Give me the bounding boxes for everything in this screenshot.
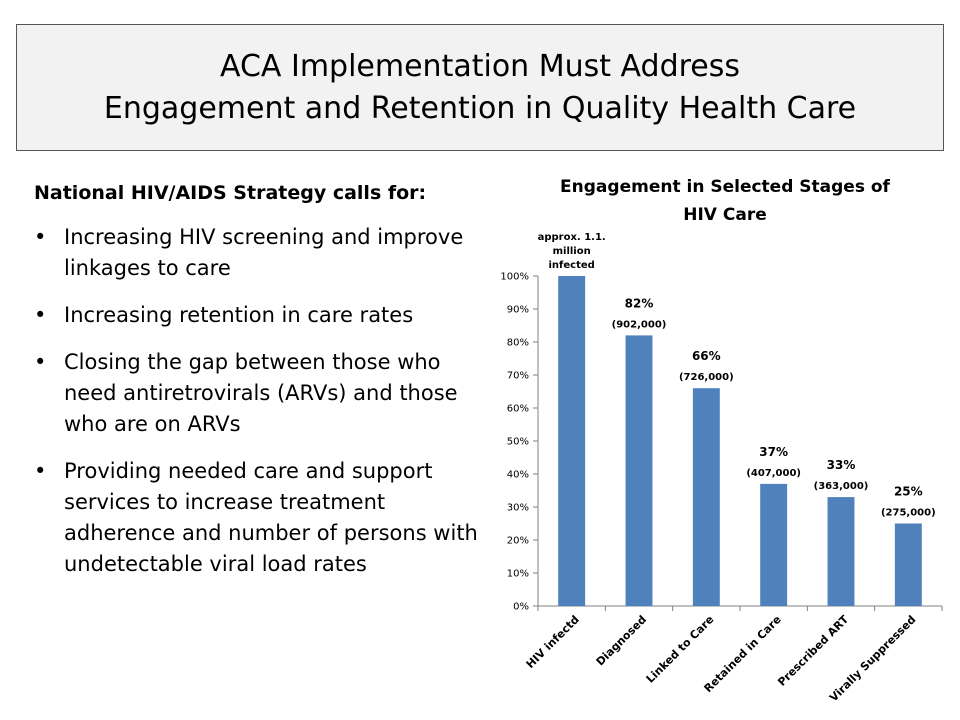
y-tick-label: 80% (507, 338, 529, 349)
y-tick-label: 20% (507, 536, 529, 547)
strategy-bullet-text: Increasing retention in care rates (64, 303, 414, 327)
x-category-label: HIV infectd (524, 613, 582, 671)
x-category-label: Linked to Care (644, 613, 717, 686)
bar-data-label: 33% (827, 458, 856, 472)
bar-data-label: million (553, 246, 591, 257)
bullet-dot-icon: • (34, 459, 47, 483)
bar-data-label: (726,000) (679, 372, 734, 383)
strategy-bullet: • Providing needed care and support servi… (34, 456, 494, 580)
slide-title-line-1: ACA Implementation Must Address (219, 48, 741, 84)
y-tick-label: 90% (507, 305, 529, 316)
y-tick-label: 10% (507, 569, 529, 580)
bar-data-label: (275,000) (881, 508, 936, 519)
strategy-bullet-text: Increasing HIV screening and improve lin… (64, 225, 464, 280)
slide-title-box: ACA Implementation Must Address Engageme… (16, 24, 944, 151)
y-tick-label: 40% (507, 470, 529, 481)
bar (625, 335, 653, 606)
bar-data-label: 82% (625, 296, 654, 310)
strategy-bullet-list: • Increasing HIV screening and improve li… (34, 222, 494, 580)
y-tick-label: 60% (507, 404, 529, 415)
bar-data-label: 66% (692, 349, 721, 363)
y-tick-label: 50% (507, 437, 529, 448)
strategy-bullet: • Increasing HIV screening and improve li… (34, 222, 494, 284)
bar-data-label: 25% (894, 485, 923, 499)
bar (692, 388, 720, 606)
strategy-heading: National HIV/AIDS Strategy calls for: (34, 182, 427, 204)
bar-data-label: infected (549, 260, 595, 271)
y-tick-label: 70% (507, 371, 529, 382)
y-tick-label: 100% (500, 272, 529, 283)
strategy-bullet: • Increasing retention in care rates (34, 300, 494, 331)
x-category-label: Diagnosed (594, 613, 649, 668)
strategy-bullet-text: Closing the gap between those who need a… (64, 350, 458, 436)
bullet-dot-icon: • (34, 225, 47, 249)
bar (827, 497, 855, 606)
strategy-bullet: • Closing the gap between those who need … (34, 347, 494, 440)
bullet-dot-icon: • (34, 303, 47, 327)
strategy-bullet-text: Providing needed care and support servic… (64, 459, 478, 576)
strategy-panel: National HIV/AIDS Strategy calls for: • I… (34, 180, 494, 596)
y-tick-label: 0% (513, 602, 529, 613)
bar-data-label: (902,000) (612, 319, 667, 330)
bar-data-label: (407,000) (746, 468, 801, 479)
y-tick-label: 30% (507, 503, 529, 514)
hiv-care-bar-chart: Engagement in Selected Stages of HIV Care… (500, 177, 943, 704)
x-category-label: Retained in Care (702, 613, 784, 695)
bar-data-label: (363,000) (814, 481, 869, 492)
bar (760, 483, 788, 606)
slide-title-line-2: Engagement and Retention in Quality Heal… (103, 90, 857, 126)
bar-data-label: 37% (759, 445, 788, 459)
x-category-label: Prescribed ART (775, 613, 851, 689)
chart-title-line: HIV Care (683, 205, 767, 225)
bullet-dot-icon: • (34, 350, 47, 374)
bar-data-label: approx. 1.1. (538, 232, 606, 243)
bar (558, 276, 586, 606)
chart-title-line: Engagement in Selected Stages of (560, 177, 891, 197)
bar (894, 523, 922, 606)
